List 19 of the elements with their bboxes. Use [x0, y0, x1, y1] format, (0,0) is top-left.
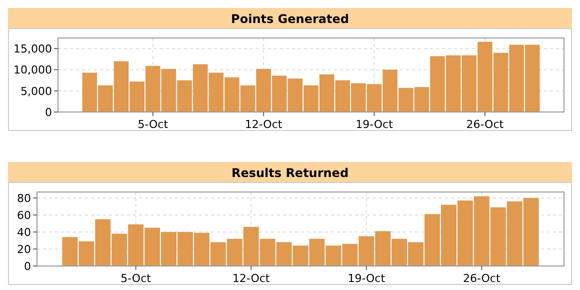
chart-title: Results Returned [231, 166, 349, 180]
y-tick-label: 40 [17, 226, 31, 239]
y-tick-label: 10,000 [14, 64, 52, 77]
x-tick-label: 19-Oct [348, 272, 386, 285]
chart-title: Points Generated [231, 12, 349, 26]
x-tick-label: 26-Oct [463, 272, 501, 285]
y-tick-label: 20 [17, 242, 31, 256]
x-tick-label: 26-Oct [466, 118, 504, 131]
y-tick-label: 0 [45, 106, 52, 119]
x-tick-label: 12-Oct [244, 118, 283, 131]
y-tick-label: 5,000 [20, 84, 52, 98]
x-tick-label: 12-Oct [232, 272, 270, 285]
y-tick-label: 0 [24, 260, 31, 273]
y-tick-label: 60 [17, 208, 31, 222]
y-tick-label: 80 [17, 192, 31, 205]
y-tick-label: 15,000 [14, 42, 52, 56]
x-tick-label: 5-Oct [138, 118, 169, 131]
x-tick-label: 19-Oct [356, 118, 394, 131]
x-tick-label: 5-Oct [120, 272, 152, 285]
